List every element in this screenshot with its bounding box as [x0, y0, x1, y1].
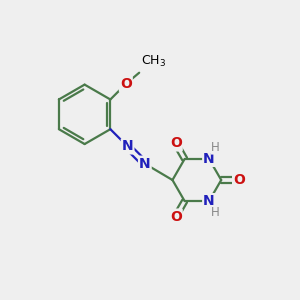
Text: O: O — [170, 210, 182, 224]
Text: H: H — [211, 206, 220, 219]
Text: H: H — [211, 141, 220, 154]
Text: CH$_3$: CH$_3$ — [141, 54, 166, 69]
Text: O: O — [233, 173, 245, 187]
Text: O: O — [170, 136, 182, 151]
Text: N: N — [139, 157, 151, 171]
Text: N: N — [122, 140, 134, 153]
Text: O: O — [120, 77, 132, 91]
Text: N: N — [203, 194, 215, 208]
Text: N: N — [203, 152, 215, 166]
